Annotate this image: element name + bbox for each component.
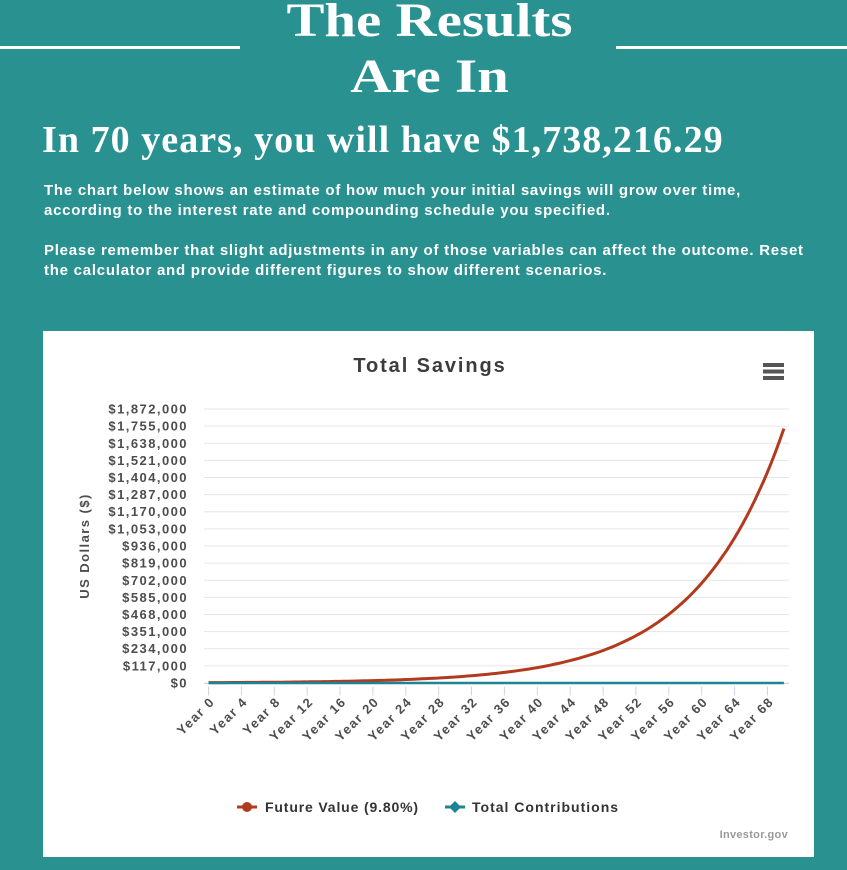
svg-text:$468,000: $468,000 xyxy=(122,607,188,622)
svg-text:$1,755,000: $1,755,000 xyxy=(108,419,188,434)
svg-text:$1,053,000: $1,053,000 xyxy=(108,521,188,536)
svg-text:$1,638,000: $1,638,000 xyxy=(108,436,188,451)
svg-text:Total Contributions: Total Contributions xyxy=(472,799,619,815)
svg-text:Total Savings: Total Savings xyxy=(353,355,506,377)
svg-text:$702,000: $702,000 xyxy=(122,573,188,588)
svg-text:$585,000: $585,000 xyxy=(122,590,188,605)
svg-text:$117,000: $117,000 xyxy=(123,658,188,673)
svg-text:$1,521,000: $1,521,000 xyxy=(108,453,188,468)
svg-text:$1,872,000: $1,872,000 xyxy=(108,402,188,417)
svg-text:$819,000: $819,000 xyxy=(122,556,188,571)
svg-text:Future Value (9.80%): Future Value (9.80%) xyxy=(265,799,419,815)
svg-text:Investor.gov: Investor.gov xyxy=(720,829,789,841)
svg-text:$351,000: $351,000 xyxy=(122,624,188,639)
svg-text:$0: $0 xyxy=(171,676,188,691)
svg-text:$234,000: $234,000 xyxy=(122,641,188,656)
svg-text:$1,287,000: $1,287,000 xyxy=(108,487,188,502)
svg-text:$936,000: $936,000 xyxy=(122,539,188,554)
svg-text:$1,404,000: $1,404,000 xyxy=(108,470,188,485)
svg-text:US Dollars ($): US Dollars ($) xyxy=(77,493,92,599)
svg-text:$1,170,000: $1,170,000 xyxy=(108,504,188,519)
